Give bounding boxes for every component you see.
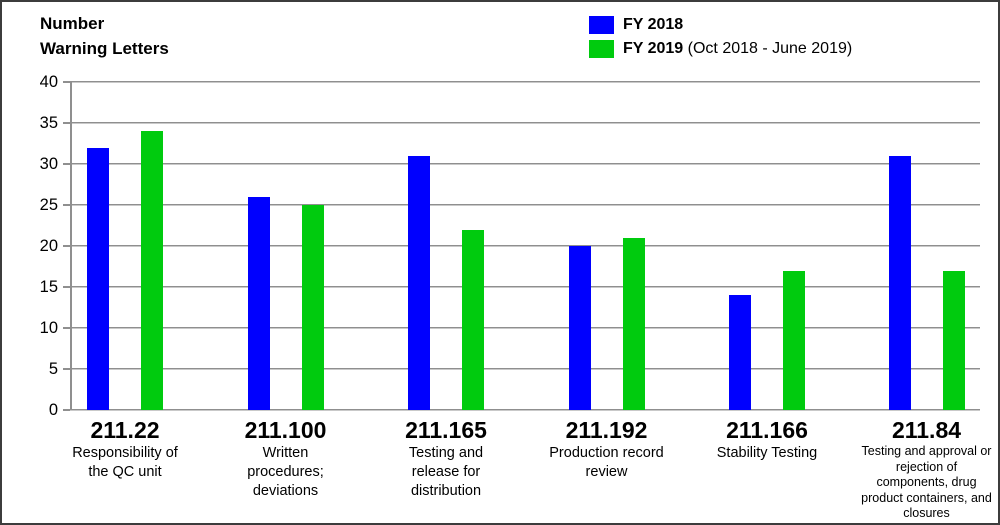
x-label-description: Testing and release for distribution	[408, 445, 484, 499]
bar-fy2019-211.22	[141, 131, 163, 410]
gridline-y-30	[70, 163, 980, 165]
chart-title-line1: Number	[40, 14, 105, 33]
y-tickmark-25	[63, 204, 70, 206]
bar-fy2019-211.84	[942, 270, 965, 410]
y-tickmark-30	[63, 163, 70, 165]
y-tickmark-5	[63, 368, 70, 370]
gridline-y-10	[70, 327, 980, 329]
legend-item-fy-2018: FY 2018	[589, 15, 852, 35]
bar-fy2018-211.192	[568, 246, 591, 410]
x-label-description: Stability Testing	[716, 445, 818, 461]
x-label-211.166: 211.166 Stability Testing	[702, 417, 832, 463]
y-tickmark-40	[63, 81, 70, 83]
y-tickmark-0	[63, 409, 70, 411]
x-label-description: Testing and approval or rejection of com…	[861, 444, 992, 520]
y-tickmark-35	[63, 122, 70, 124]
y-tickmark-15	[63, 286, 70, 288]
y-tick-label-25: 25	[39, 196, 58, 214]
y-tickmark-20	[63, 245, 70, 247]
bar-fy2019-211.166	[783, 270, 805, 410]
x-label-code: 211.166	[726, 417, 808, 443]
x-label-211.192: 211.192 Production record review	[549, 417, 664, 482]
bar-fy2019-211.100	[301, 205, 324, 410]
legend-label: FY 2019	[623, 40, 684, 57]
bar-fy2018-211.166	[729, 295, 751, 410]
gridline-y-15	[70, 286, 980, 288]
x-label-code: 211.100	[244, 417, 327, 443]
legend-label: FY 2018	[623, 16, 684, 33]
gridline-y-25	[70, 204, 980, 206]
legend-swatch-icon	[589, 16, 614, 34]
gridline-y-35	[70, 122, 980, 124]
gridline-y-40	[70, 81, 980, 83]
x-label-code: 211.22	[90, 417, 160, 443]
plot-area: 0 5 10 15 20 25 30 35 40	[40, 73, 980, 419]
x-label-description: Written procedures; deviations	[247, 445, 324, 499]
gridline-y-0	[70, 409, 980, 411]
x-label-description: Responsibility of the QC unit	[72, 445, 178, 480]
legend: FY 2018 FY 2019 (Oct 2018 - June 2019)	[589, 15, 852, 63]
bar-fy2018-211.165	[408, 155, 430, 410]
chart-title: Number Warning Letters	[40, 11, 169, 61]
legend-item-fy-2019: FY 2019 (Oct 2018 - June 2019)	[589, 39, 852, 59]
bar-fy2018-211.22	[87, 147, 109, 410]
chart-title-line2: Warning Letters	[40, 39, 169, 58]
gridline-y-20	[70, 245, 980, 247]
legend-note: (Oct 2018 - June 2019)	[683, 40, 853, 57]
bar-fy2019-211.165	[462, 229, 484, 410]
y-tick-label-35: 35	[39, 114, 58, 132]
legend-swatch-icon	[589, 40, 614, 58]
y-tickmark-10	[63, 327, 70, 329]
y-tick-label-5: 5	[48, 360, 58, 378]
x-label-211.100: 211.100 Written procedures; deviations	[231, 417, 341, 501]
y-tick-label-30: 30	[39, 155, 58, 173]
y-tick-label-0: 0	[48, 401, 58, 419]
x-label-211.165: 211.165 Testing and release for distribut…	[391, 417, 501, 501]
x-label-description: Production record review	[549, 445, 664, 480]
y-axis-line	[70, 82, 72, 410]
y-tick-label-15: 15	[39, 278, 58, 296]
bar-fy2019-211.192	[622, 237, 645, 410]
x-label-211.84: 211.84 Testing and approval or rejection …	[861, 417, 993, 522]
x-label-code: 211.165	[405, 417, 487, 443]
y-tick-label-40: 40	[39, 73, 58, 91]
y-tick-label-20: 20	[39, 237, 58, 255]
bar-fy2018-211.100	[247, 196, 270, 410]
x-label-code: 211.84	[891, 417, 962, 443]
gridline-y-5	[70, 368, 980, 370]
bar-fy2018-211.84	[888, 155, 911, 410]
x-label-211.22: 211.22 Responsibility of the QC unit	[65, 417, 185, 482]
x-label-code: 211.192	[565, 417, 648, 443]
y-tick-label-10: 10	[39, 319, 58, 337]
